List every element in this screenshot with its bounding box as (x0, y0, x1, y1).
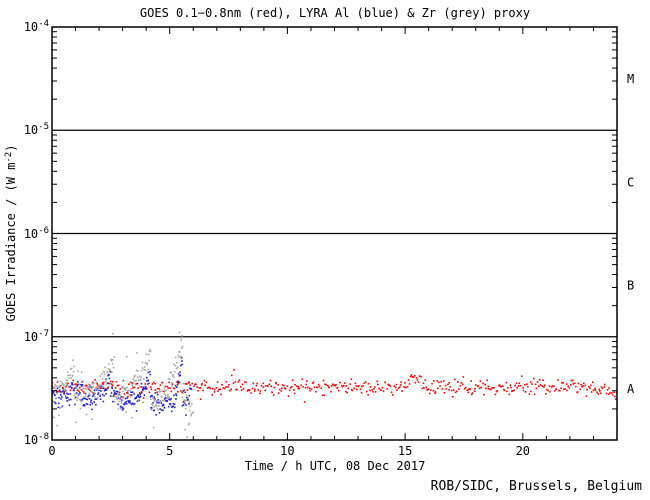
y-tick-label-1e-7: 10-7 (24, 329, 49, 344)
credit-text: ROB/SIDC, Brussels, Belgium (431, 479, 642, 494)
y-tick-label-1e-5: 10-5 (24, 122, 49, 137)
y-tick-label-1e-4: 10-4 (24, 19, 49, 34)
x-tick-label-20: 20 (516, 444, 530, 458)
flare-class-label-a: A (627, 382, 635, 396)
flare-class-label-b: B (627, 279, 634, 293)
plot-frame (51, 26, 618, 441)
scatter-points (52, 331, 617, 438)
chart-title: GOES 0.1−0.8nm (red), LYRA Al (blue) & Z… (140, 6, 530, 20)
flare-class-label-m: M (627, 72, 634, 86)
y-tick-label-1e-6: 10-6 (24, 226, 49, 241)
x-tick-label-10: 10 (280, 444, 294, 458)
flare-class-label-c: C (627, 176, 634, 190)
y-tick-label-1e-8: 10-8 (24, 432, 49, 447)
x-tick-label-0: 0 (48, 444, 55, 458)
flare-class-boundary-lines (52, 129, 617, 338)
y-axis-title: GOES Irradiance / (W m-2) (4, 144, 18, 321)
x-tick-label-15: 15 (398, 444, 412, 458)
x-axis-title: Time / h UTC, 08 Dec 2017 (245, 459, 426, 473)
x-tick-label-5: 5 (166, 444, 173, 458)
